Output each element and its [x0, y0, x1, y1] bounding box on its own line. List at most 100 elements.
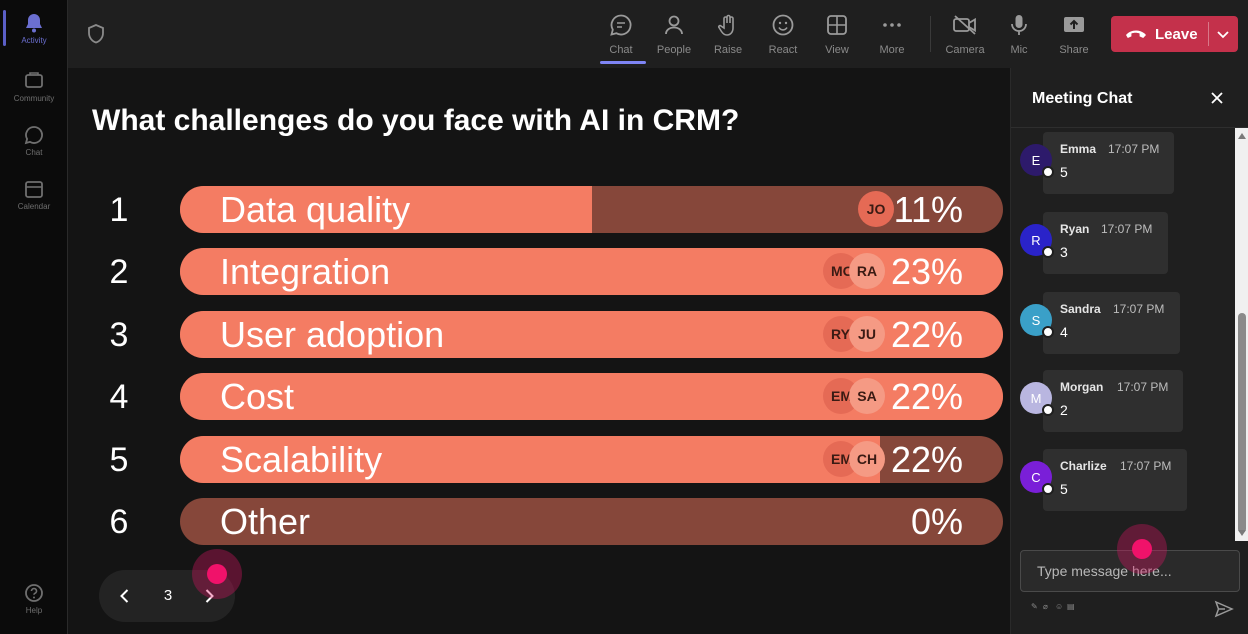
presence-indicator	[1042, 404, 1054, 416]
toolbar-view-button[interactable]: View	[811, 8, 863, 60]
rail-label: Help	[25, 606, 43, 615]
toolbar-people-button[interactable]: People	[648, 8, 700, 60]
message-bubble[interactable]: Ryan 17:07 PM 3	[1043, 212, 1168, 274]
option-percentage: 22%	[890, 376, 963, 417]
option-bar-track: Other 0%	[180, 498, 1003, 545]
voter-avatar: JU	[849, 316, 885, 352]
presence-indicator	[1042, 483, 1054, 495]
avatar[interactable]: R	[1020, 224, 1054, 258]
sender-name: Charlize	[1060, 459, 1107, 473]
avatar-initial: M	[1030, 390, 1042, 406]
avatar-initial: S	[1031, 312, 1041, 328]
chat-title: Meeting Chat	[1032, 90, 1133, 107]
people-icon	[661, 12, 687, 38]
close-icon[interactable]	[1207, 88, 1227, 108]
leave-button[interactable]: Leave	[1111, 16, 1238, 52]
option-bar-fill	[180, 186, 592, 233]
message-bubble[interactable]: Emma 17:07 PM 5	[1043, 132, 1174, 194]
option-number: 2	[109, 253, 129, 291]
chevron-down-icon[interactable]	[1215, 26, 1231, 42]
toolbar-mic-button[interactable]: Mic	[993, 8, 1045, 60]
toolbar-label: Camera	[945, 44, 985, 56]
rail-item-chat[interactable]: Chat	[0, 116, 68, 166]
page-number: 3	[163, 587, 173, 604]
toolbar-chat-button[interactable]: Chat	[595, 8, 647, 64]
chat-message: Emma 17:07 PM 5 E	[1011, 128, 1235, 194]
option-percentage: 23%	[890, 251, 963, 292]
rail-label: Calendar	[17, 202, 51, 211]
rail-item-activity[interactable]: Activity	[0, 4, 68, 54]
option-bar-track: User adoption RY JU 22%	[180, 311, 1003, 358]
option-percentage: 11%	[893, 189, 963, 230]
message-bubble[interactable]: Morgan 17:07 PM 2	[1043, 370, 1183, 432]
gif-icon[interactable]: ▤	[1067, 602, 1075, 611]
toolbar-raise-button[interactable]: Raise	[702, 8, 754, 60]
scroll-up-arrow[interactable]	[1238, 133, 1246, 139]
bell-icon	[23, 12, 45, 34]
poll-option-row: 5 Scalability EM CH 22%	[68, 436, 1010, 483]
rail-label: Activity	[21, 36, 47, 45]
option-label: User adoption	[220, 314, 445, 355]
scroll-down-arrow[interactable]	[1238, 530, 1246, 536]
rail-label: Chat	[25, 148, 43, 157]
message-timestamp: 17:07 PM	[1120, 459, 1172, 473]
presence-indicator	[1042, 246, 1054, 258]
message-timestamp: 17:07 PM	[1113, 302, 1165, 316]
message-bubble[interactable]: Sandra 17:07 PM 4	[1043, 292, 1180, 354]
option-label: Cost	[220, 376, 295, 417]
presence-indicator	[1042, 166, 1054, 178]
chevron-left-icon[interactable]	[115, 586, 135, 606]
leave-label: Leave	[1155, 25, 1198, 43]
toolbar-divider	[930, 16, 931, 52]
option-bar-track: Integration MO RA 23%	[180, 248, 1003, 295]
rail-item-help[interactable]: Help	[0, 574, 68, 624]
meeting-toolbar: Chat People Raise React View	[68, 0, 1248, 68]
option-bar-fill	[180, 436, 880, 483]
toolbar-label: Chat	[609, 44, 633, 56]
emoji-icon[interactable]: ☺	[1055, 602, 1064, 611]
click-indicator	[192, 549, 242, 599]
rail-item-calendar[interactable]: Calendar	[0, 170, 68, 220]
rail-item-community[interactable]: Community	[0, 62, 68, 112]
option-number: 6	[109, 503, 129, 541]
message-text: 4	[1060, 324, 1068, 340]
toolbar-share-button[interactable]: Share	[1048, 8, 1100, 60]
avatar[interactable]: E	[1020, 144, 1054, 178]
rail-label: Community	[13, 94, 55, 103]
format-icon[interactable]: ✎	[1031, 602, 1038, 611]
toolbar-label: Raise	[713, 44, 743, 56]
message-text: 5	[1060, 164, 1068, 180]
voter-avatar: CH	[849, 441, 885, 477]
avatar[interactable]: M	[1020, 382, 1054, 416]
option-label: Integration	[220, 251, 391, 292]
message-input[interactable]	[1020, 550, 1240, 592]
click-indicator	[1117, 524, 1167, 574]
shield-icon[interactable]	[86, 24, 106, 44]
poll-option-row: 2 Integration MO RA 23%	[68, 248, 1010, 295]
option-label: Data quality	[220, 189, 411, 230]
chat-message: Ryan 17:07 PM 3 R	[1011, 208, 1235, 274]
left-rail: Activity Community Chat Calendar Help	[0, 0, 68, 634]
chevron-right-icon[interactable]	[199, 586, 219, 606]
chat-scrollbar[interactable]	[1235, 128, 1248, 541]
grid-icon	[824, 12, 850, 38]
leave-divider	[1208, 22, 1209, 46]
message-bubble[interactable]: Charlize 17:07 PM 5	[1043, 449, 1187, 511]
avatar[interactable]: C	[1020, 461, 1054, 495]
send-icon[interactable]	[1214, 600, 1234, 618]
avatar[interactable]: S	[1020, 304, 1054, 338]
attach-icon[interactable]: ⌀	[1043, 602, 1048, 611]
message-timestamp: 17:07 PM	[1101, 222, 1153, 236]
toolbar-label: Share	[1059, 44, 1089, 56]
mic-icon	[1006, 12, 1032, 38]
toolbar-camera-button[interactable]: Camera	[939, 8, 991, 60]
message-timestamp: 17:07 PM	[1108, 142, 1160, 156]
toolbar-more-button[interactable]: More	[866, 8, 918, 60]
scroll-thumb[interactable]	[1238, 313, 1246, 533]
message-text: 2	[1060, 402, 1068, 418]
toolbar-label: People	[656, 44, 692, 56]
option-bar-track: Data quality JO 11%	[180, 186, 1003, 233]
toolbar-react-button[interactable]: React	[757, 8, 809, 60]
poll-option-row: 3 User adoption RY JU 22%	[68, 311, 1010, 358]
